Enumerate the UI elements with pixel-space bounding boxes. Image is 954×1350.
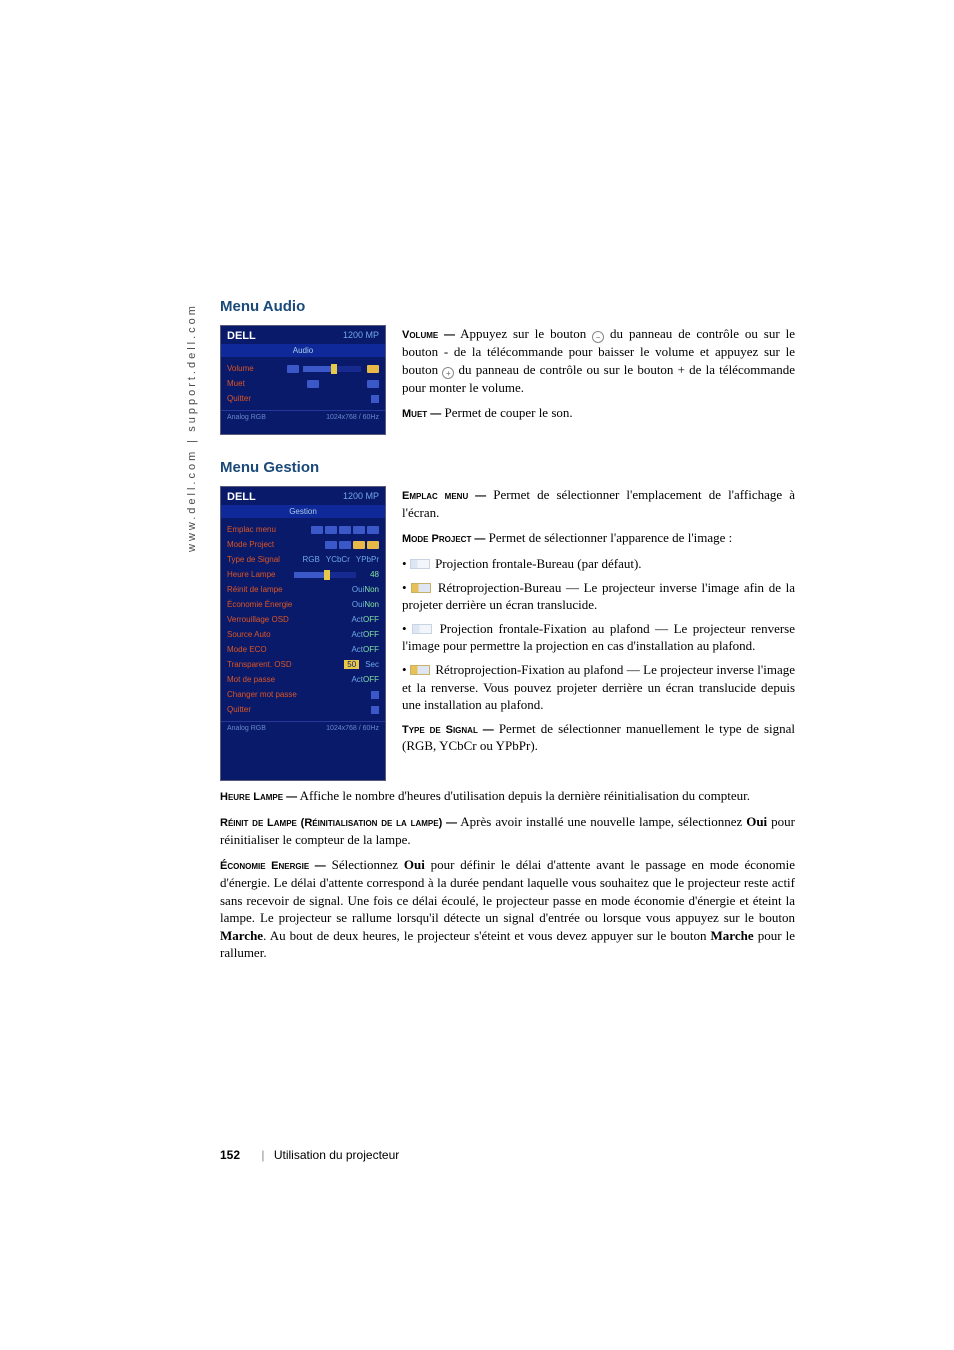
lead-mode-project: Mode Project — (402, 533, 485, 545)
para-reinit-lampe: Réinit de Lampe (Réinitialisation de la … (220, 813, 795, 848)
shot-footer-left: Analog RGB (227, 725, 266, 732)
proj-icon (339, 541, 351, 549)
page-content: Menu Audio DELL 1200 MP Audio Volume Mue… (220, 298, 795, 988)
dot-icon (371, 691, 379, 699)
screenshot-gestion-menu: DELL 1200 MP Gestion Emplac menu Mode Pr… (220, 486, 386, 781)
lead-type-signal: Type de Signal — (402, 724, 494, 736)
row-verrou: Verrouillage OSD (227, 615, 351, 624)
heading-menu-gestion: Menu Gestion (220, 459, 795, 476)
gestion-block: DELL 1200 MP Gestion Emplac menu Mode Pr… (220, 486, 795, 970)
page-footer: 152 | Utilisation du projecteur (220, 1148, 399, 1162)
proj-rear-ceiling-icon (410, 665, 430, 675)
pos-icon (325, 526, 337, 534)
para-economie-energie: Économie Energie — Sélectionnez Oui pour… (220, 856, 795, 962)
shot-subtitle: Gestion (221, 505, 385, 518)
para-heure-lampe: Heure Lampe — Affiche le nombre d'heures… (220, 787, 795, 805)
shot-footer-left: Analog RGB (227, 414, 266, 421)
proj-icon (353, 541, 365, 549)
lead-economie-energie: Économie Energie — (220, 860, 326, 872)
row-source: Source Auto (227, 630, 351, 639)
page-number: 152 (220, 1148, 240, 1162)
shot-row-volume: Volume (227, 364, 285, 373)
row-mode: Mode Project (227, 540, 323, 549)
footer-separator-icon: | (261, 1148, 264, 1162)
side-url-1: www.dell.com (186, 449, 198, 552)
proj-icon (325, 541, 337, 549)
shot-model: 1200 MP (343, 330, 379, 342)
audio-block: DELL 1200 MP Audio Volume Muet Quitter (220, 325, 795, 441)
pos-icon (311, 526, 323, 534)
shot-brand: DELL (227, 491, 256, 503)
row-quitter: Quitter (227, 705, 368, 714)
lead-muet: Muet — (402, 408, 441, 420)
plus-button-icon: + (442, 367, 454, 379)
row-changer: Changer mot passe (227, 690, 368, 699)
dot-icon (371, 706, 379, 714)
row-econ: Économie Énergie (227, 600, 352, 609)
shot-subtitle: Audio (221, 344, 385, 357)
exit-dot-icon (371, 395, 379, 403)
footer-title: Utilisation du projecteur (274, 1148, 399, 1162)
side-url-sep: | (186, 438, 198, 443)
pos-icon (367, 526, 379, 534)
proj-icon (367, 541, 379, 549)
proj-front-ceiling-icon (412, 624, 432, 634)
side-url-tab: www.dell.com | support.dell.com (186, 302, 200, 552)
lead-reinit-lampe: Réinit de Lampe (Réinitialisation de la … (220, 817, 457, 829)
volume-slider-icon (303, 366, 361, 372)
screenshot-audio-menu: DELL 1200 MP Audio Volume Muet Quitter (220, 325, 386, 435)
shot-model: 1200 MP (343, 491, 379, 503)
minus-button-icon: − (592, 331, 604, 343)
pos-icon (339, 526, 351, 534)
row-reinit: Réinit de lampe (227, 585, 352, 594)
shot-row-quitter: Quitter (227, 394, 368, 403)
row-temp: Transparent. OSD (227, 660, 344, 669)
row-mot: Mot de passe (227, 675, 351, 684)
lead-heure-lampe: Heure Lampe — (220, 791, 297, 803)
pos-icon (353, 526, 365, 534)
proj-rear-desk-icon (411, 583, 431, 593)
vol-bar-icon (287, 365, 299, 373)
vol-ind-icon (367, 365, 379, 373)
lead-volume: Volume — (402, 329, 455, 341)
shot-footer-right: 1024x768 / 60Hz (326, 725, 379, 732)
shot-footer-right: 1024x768 / 60Hz (326, 414, 379, 421)
shot-row-muet: Muet (227, 379, 305, 388)
row-type: Type de Signal (227, 555, 303, 564)
lamp-slider-icon (294, 572, 357, 578)
heading-menu-audio: Menu Audio (220, 298, 795, 315)
shot-brand: DELL (227, 330, 256, 342)
lead-emplac: Emplac menu — (402, 490, 486, 502)
mute-off-icon (307, 380, 319, 388)
mute-on-icon (367, 380, 379, 388)
proj-front-desk-icon (410, 559, 430, 569)
row-mode-eco: Mode ECO (227, 645, 351, 654)
side-url-2: support.dell.com (186, 303, 198, 432)
row-emplac: Emplac menu (227, 525, 309, 534)
row-heure: Heure Lampe (227, 570, 290, 579)
